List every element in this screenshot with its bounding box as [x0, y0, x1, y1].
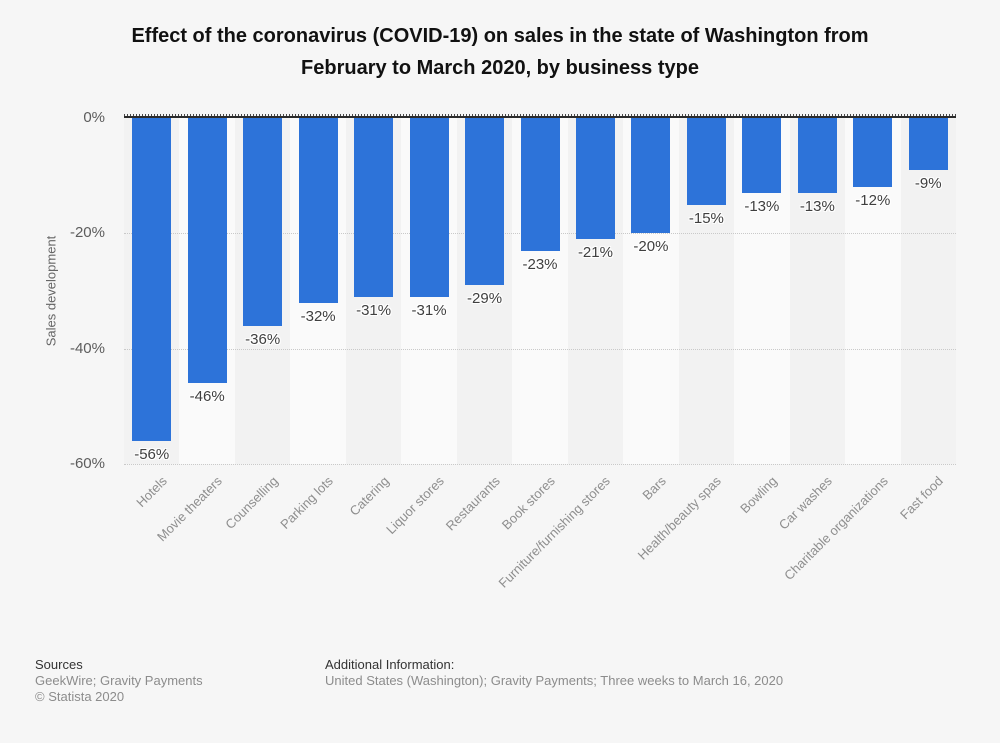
bar-value-label: -13% — [744, 198, 780, 215]
bar-car-washes — [797, 118, 837, 193]
bar-health-beauty-spas — [686, 118, 726, 205]
additional-info-heading: Additional Information: — [325, 657, 455, 672]
additional-info-block: Additional Information: United States (W… — [325, 657, 783, 689]
bar-charitable-organizations — [853, 118, 893, 187]
y-tick-label: 0% — [83, 109, 105, 126]
bar-value-label: -15% — [688, 210, 724, 227]
bar-parking-lots — [298, 118, 338, 303]
bar-value-label: -13% — [799, 198, 835, 215]
bar-value-label: -29% — [467, 290, 503, 307]
copyright-text: © Statista 2020 — [35, 689, 125, 704]
bar-value-label: -31% — [356, 302, 392, 319]
sources-text: GeekWire; Gravity Payments — [35, 673, 203, 688]
bar-value-label: -31% — [411, 302, 447, 319]
bar-value-label: -12% — [855, 192, 891, 209]
bar-value-label: -56% — [134, 446, 170, 463]
bar-counselling — [243, 118, 283, 326]
bar-restaurants — [465, 118, 505, 285]
chart-plot-area: -56% -46% -36% -32% -31% -31% -29% -23% -21% -20%… — [124, 114, 956, 465]
y-tick-label: -20% — [69, 224, 105, 242]
bar-movie-theaters — [187, 118, 227, 383]
sources-heading: Sources — [35, 657, 83, 672]
gridline — [124, 348, 956, 350]
bar-value-label: -20% — [633, 238, 669, 255]
bar-bowling — [742, 118, 782, 193]
bar-furniture-furnishing-stores — [575, 118, 615, 239]
bar-value-label: -21% — [577, 244, 613, 261]
x-axis-line — [124, 114, 956, 118]
y-tick-label: -40% — [69, 339, 105, 357]
bar-value-label: -32% — [300, 308, 336, 325]
sources-block: Sources GeekWire; Gravity Payments © Sta… — [35, 657, 203, 705]
bar-hotels — [132, 118, 172, 441]
page-title: Effect of the coronavirus (COVID-19) on … — [131, 25, 869, 79]
bar-liquor-stores — [409, 118, 449, 297]
bar-value-label: -9% — [914, 175, 942, 192]
bar-book-stores — [520, 118, 560, 251]
bar-value-label: -46% — [189, 388, 225, 405]
additional-info-text: United States (Washington); Gravity Paym… — [325, 673, 784, 688]
bar-catering — [354, 118, 394, 297]
gridline — [124, 464, 956, 465]
bar-value-label: -23% — [522, 256, 558, 273]
bar-value-label: -36% — [245, 331, 281, 348]
bar-fast-food — [908, 118, 948, 170]
y-axis-title: Sales development — [43, 235, 59, 347]
bar-bars — [631, 118, 671, 233]
y-tick-label: -60% — [69, 455, 105, 472]
plot-band — [900, 118, 956, 464]
